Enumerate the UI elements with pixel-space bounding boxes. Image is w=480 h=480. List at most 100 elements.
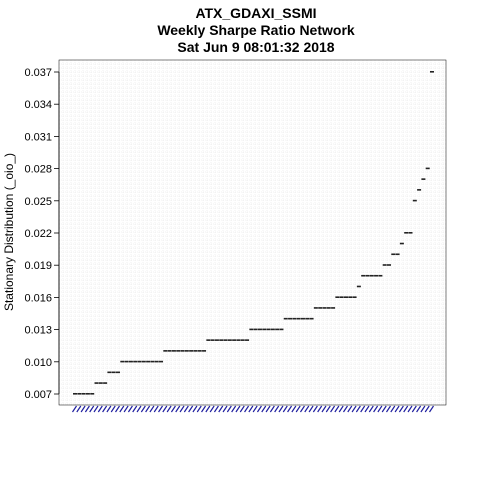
data-point — [236, 339, 241, 341]
x-tick-label — [351, 405, 357, 413]
data-point — [356, 285, 361, 288]
x-tick-label — [295, 405, 301, 413]
x-tick-label — [390, 405, 396, 413]
x-tick-label — [252, 405, 258, 413]
data-point — [159, 360, 164, 363]
x-tick-label — [278, 405, 284, 413]
data-point — [124, 360, 129, 363]
y-tick-label: 0.007 — [24, 389, 52, 401]
title-line-1: ATX_GDAXI_SSMI — [195, 5, 316, 21]
x-tick-labels — [72, 405, 434, 413]
data-point — [141, 360, 146, 363]
x-tick-label — [373, 405, 379, 413]
data-point — [253, 328, 258, 331]
data-point — [275, 328, 280, 331]
data-point — [335, 296, 340, 298]
x-tick-label — [248, 405, 254, 413]
x-tick-label — [209, 405, 215, 413]
data-point — [120, 360, 125, 363]
x-tick-label — [256, 405, 262, 413]
data-point — [73, 393, 77, 395]
data-point — [309, 317, 314, 320]
data-point — [270, 328, 275, 331]
x-tick-label — [299, 405, 305, 413]
x-tick-label — [381, 405, 387, 413]
y-tick-label: 0.010 — [24, 357, 52, 369]
x-tick-label — [282, 405, 288, 413]
data-point — [292, 317, 297, 320]
data-point — [369, 274, 374, 277]
x-tick-label — [325, 405, 331, 413]
x-tick-label — [429, 405, 434, 413]
data-point — [421, 178, 426, 180]
data-point — [206, 339, 211, 341]
x-tick-label — [244, 405, 250, 413]
data-point — [184, 350, 189, 352]
x-tick-label — [403, 405, 409, 413]
data-point — [305, 317, 310, 320]
x-tick-label — [239, 405, 245, 413]
x-tick-label — [188, 405, 194, 413]
x-tick-label — [166, 405, 172, 413]
data-point — [412, 199, 417, 202]
data-point — [288, 317, 293, 320]
x-tick-label — [394, 405, 400, 413]
x-tick-label — [115, 405, 121, 413]
x-tick-label — [420, 405, 426, 413]
x-tick-label — [127, 405, 133, 413]
x-tick-label — [360, 405, 366, 413]
x-tick-label — [312, 405, 318, 413]
x-tick-label — [261, 405, 267, 413]
data-point — [348, 296, 353, 298]
y-tick-label: 0.031 — [24, 131, 52, 143]
data-point — [154, 360, 159, 363]
data-point — [197, 350, 202, 352]
data-point — [202, 350, 207, 352]
data-point — [77, 393, 82, 395]
data-point — [339, 296, 344, 298]
x-tick-label — [192, 405, 198, 413]
x-tick-label — [304, 405, 310, 413]
x-tick-label — [416, 405, 422, 413]
x-tick-label — [93, 405, 99, 413]
data-point — [386, 264, 391, 266]
x-tick-label — [153, 405, 159, 413]
data-point — [313, 307, 318, 309]
x-tick-label — [183, 405, 189, 413]
x-tick-label — [213, 405, 219, 413]
data-point — [176, 350, 181, 352]
x-tick-label — [201, 405, 207, 413]
y-tick-label: 0.037 — [24, 67, 52, 79]
data-point — [98, 382, 103, 384]
data-point — [283, 317, 288, 320]
x-tick-label — [265, 405, 271, 413]
data-point — [399, 242, 404, 245]
plot-frame — [58, 59, 447, 406]
data-point — [150, 360, 155, 363]
x-tick-label — [80, 405, 86, 413]
y-tick-label: 0.013 — [24, 325, 52, 337]
y-tick-label: 0.025 — [24, 196, 52, 208]
data-point — [425, 167, 430, 170]
data-point — [180, 350, 185, 352]
x-tick-label — [235, 405, 241, 413]
x-tick-label — [424, 405, 430, 413]
x-tick-label — [205, 405, 211, 413]
x-tick-label — [196, 405, 202, 413]
x-tick-label — [274, 405, 280, 413]
data-point — [249, 328, 254, 331]
x-tick-label — [170, 405, 176, 413]
data-point — [133, 360, 138, 363]
x-tick-label — [368, 405, 374, 413]
data-point — [279, 328, 284, 331]
data-point — [94, 382, 99, 384]
data-point — [395, 253, 400, 256]
x-tick-label — [364, 405, 370, 413]
x-tick-label — [145, 405, 151, 413]
data-point — [326, 307, 331, 309]
data-point — [262, 328, 267, 331]
data-point — [90, 393, 95, 395]
grid — [59, 60, 446, 405]
x-tick-label — [102, 405, 108, 413]
x-tick-label — [123, 405, 129, 413]
